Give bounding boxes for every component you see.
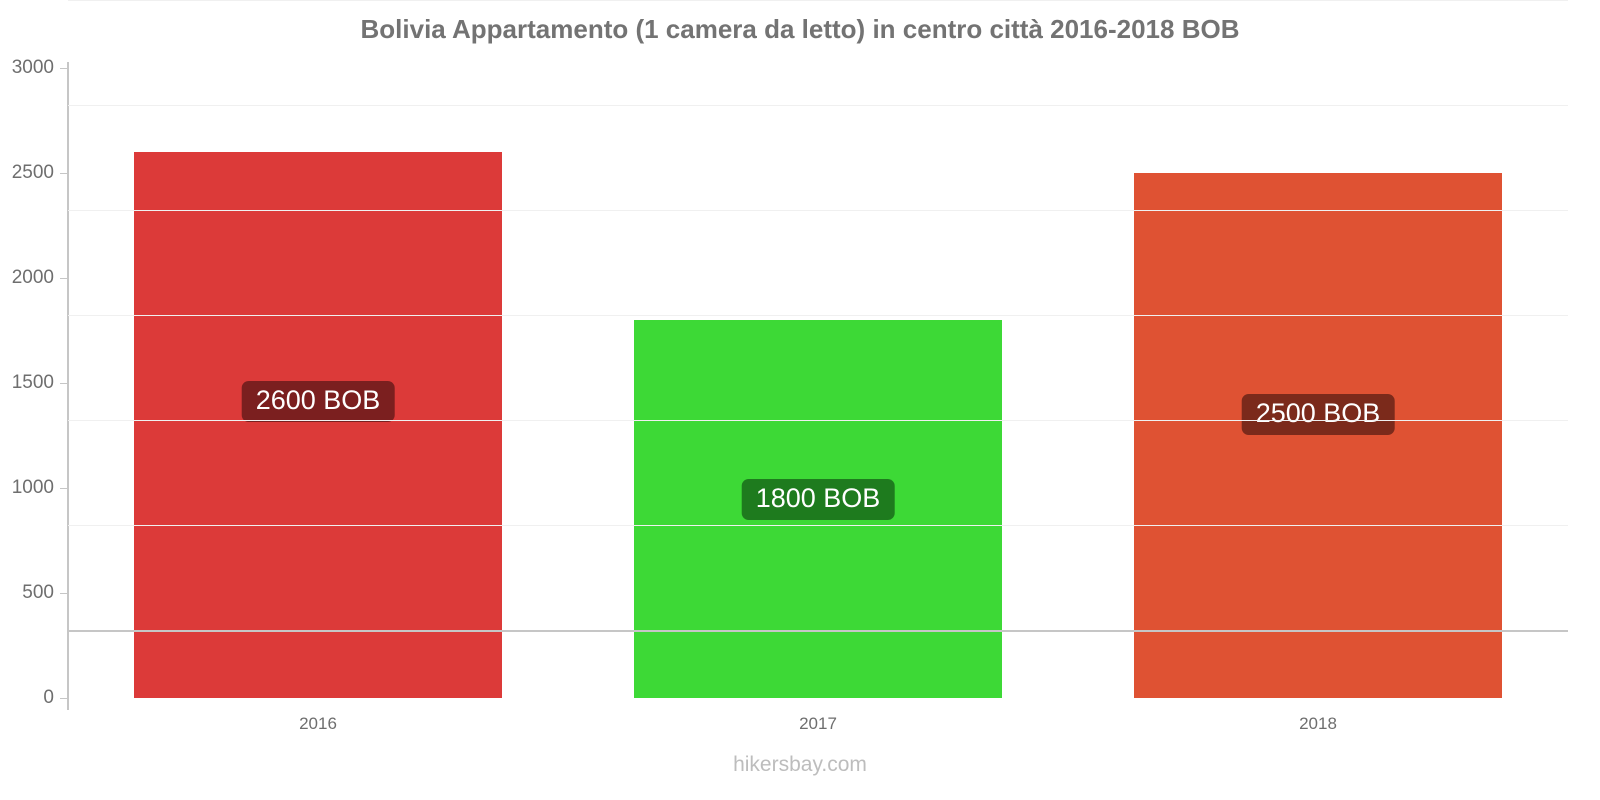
y-tick-mark xyxy=(60,173,68,174)
y-tick-label: 3000 xyxy=(11,57,54,78)
y-tick-label: 2500 xyxy=(11,162,54,183)
y-tick-label: 0 xyxy=(43,687,54,708)
gridline xyxy=(68,525,1568,526)
bar-value-label: 1800 BOB xyxy=(741,479,895,520)
y-tick-label: 500 xyxy=(22,582,54,603)
gridline xyxy=(68,630,1568,632)
plot-area: 2600 BOB 1800 BOB 2500 BOB xyxy=(68,68,1568,698)
y-tick-mark xyxy=(60,488,68,489)
y-axis-line xyxy=(67,62,69,710)
bar-2018[interactable]: 2500 BOB xyxy=(1134,173,1502,698)
y-tick-label: 1500 xyxy=(11,372,54,393)
y-tick-mark xyxy=(60,593,68,594)
bar-value-label: 2600 BOB xyxy=(241,381,395,422)
footer-attribution: hikersbay.com xyxy=(733,753,867,776)
gridline xyxy=(68,315,1568,316)
chart-title: Bolivia Appartamento (1 camera da letto)… xyxy=(360,14,1240,44)
y-tick-mark xyxy=(60,68,68,69)
bar-2016[interactable]: 2600 BOB xyxy=(134,152,502,698)
gridline xyxy=(68,420,1568,421)
x-tick-label-2018: 2018 xyxy=(1299,714,1337,733)
gridline xyxy=(68,210,1568,211)
y-tick-label: 1000 xyxy=(11,477,54,498)
x-tick-label-2017: 2017 xyxy=(799,714,837,733)
bar-value-label: 2500 BOB xyxy=(1241,394,1395,435)
x-tick-label-2016: 2016 xyxy=(299,714,337,733)
y-tick-mark xyxy=(60,278,68,279)
gridline xyxy=(68,105,1568,106)
gridline xyxy=(68,0,1568,1)
y-tick-mark xyxy=(60,383,68,384)
y-tick-mark xyxy=(60,698,68,699)
y-tick-label: 2000 xyxy=(11,267,54,288)
bar-2017[interactable]: 1800 BOB xyxy=(634,320,1002,698)
